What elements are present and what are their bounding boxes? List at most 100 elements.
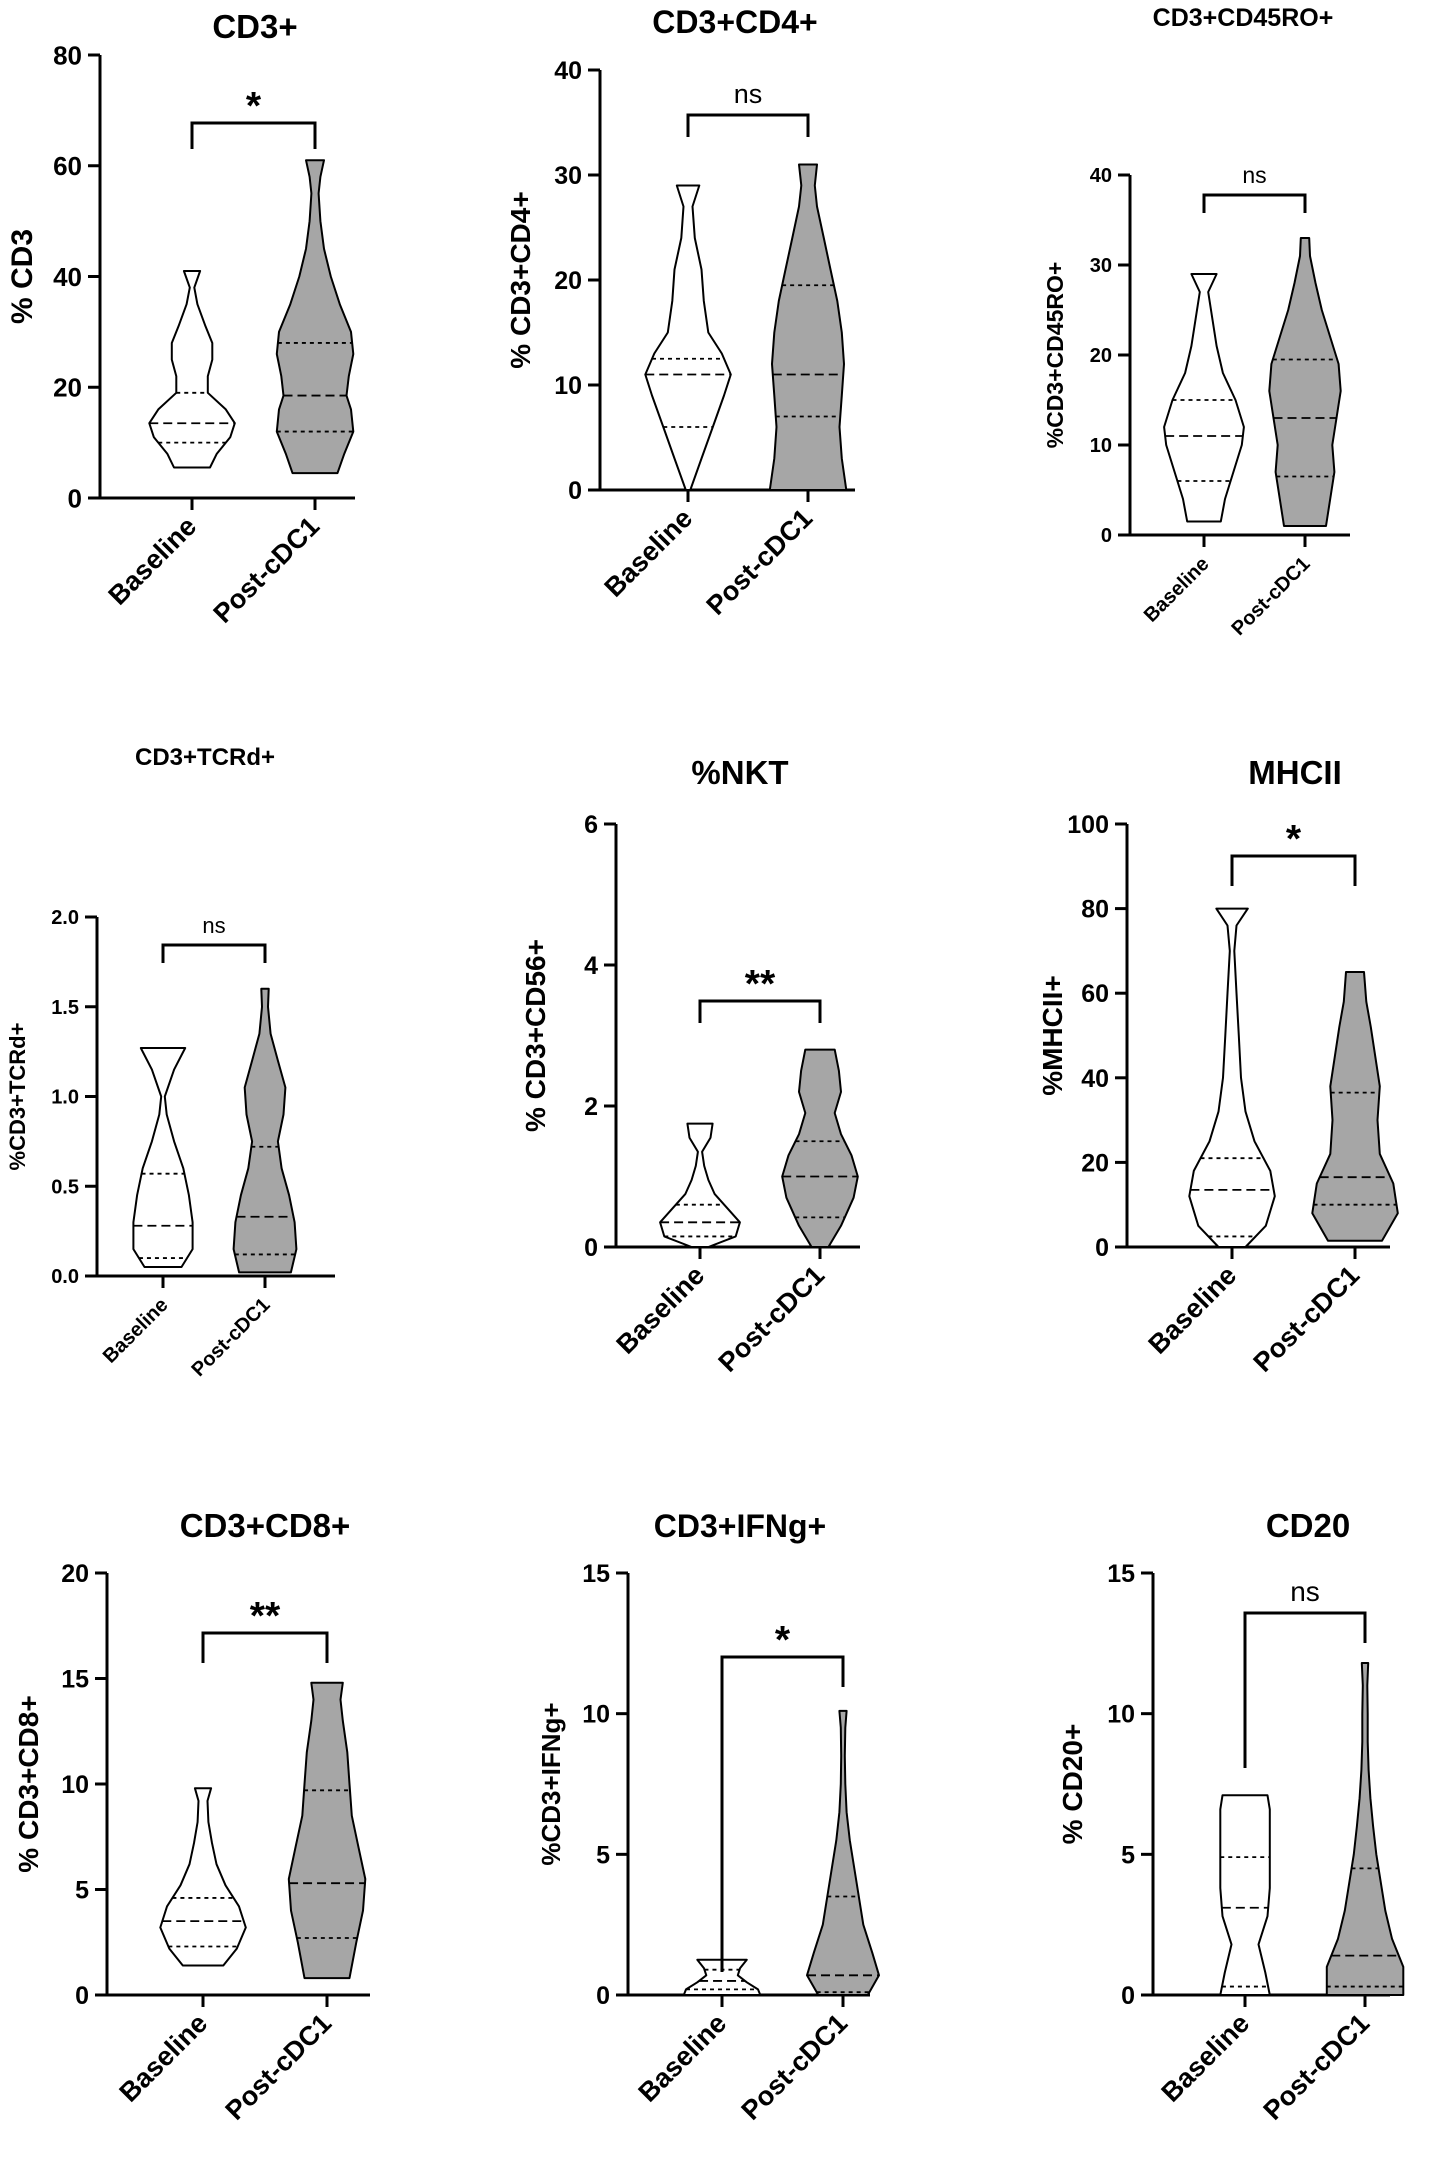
chart-panel: MHCII %MHCII+ 0 20 40 60 80 100 Baseline Post-cDC… — [1037, 754, 1399, 1378]
chart-title: CD3+IFNg+ — [654, 1508, 826, 1544]
significance-label: ** — [745, 963, 776, 1006]
x-tick-label: Post-cDC1 — [1247, 1260, 1365, 1378]
y-tick-label: 20 — [61, 1560, 89, 1588]
x-tick-label: Baseline — [610, 1260, 710, 1360]
y-axis-label: %CD3+IFNg+ — [536, 1702, 566, 1865]
violin-body — [1219, 1794, 1271, 1996]
y-tick-label: 10 — [1090, 435, 1112, 457]
x-tick-label: Post-cDC1 — [207, 511, 325, 629]
violin-body — [287, 1681, 367, 1980]
x-tick-label: Baseline — [1140, 553, 1214, 627]
significance-bracket — [201, 1631, 329, 1663]
significance-label: ns — [734, 79, 763, 109]
y-axis-label: %MHCII+ — [1037, 975, 1068, 1096]
significance-label: * — [246, 85, 262, 128]
y-tick-label: 20 — [53, 373, 82, 403]
y-tick-label: 40 — [1081, 1065, 1109, 1093]
y-tick-label: 30 — [554, 162, 582, 190]
chart-panel: %NKT % CD3+CD56+ 0 2 4 6 Baseline Post-cDC1 ** — [520, 754, 860, 1378]
y-tick-label: 20 — [554, 267, 582, 295]
significance-label: ** — [250, 1595, 281, 1638]
y-tick-label: 1.5 — [51, 997, 79, 1019]
y-tick-label: 2.0 — [51, 907, 79, 929]
y-tick-label: 60 — [1081, 980, 1109, 1008]
y-tick-label: 30 — [1090, 255, 1112, 277]
x-tick-label: Post-cDC1 — [735, 2008, 853, 2126]
violin-body — [659, 1122, 741, 1248]
y-tick-label: 15 — [1107, 1560, 1135, 1588]
y-axis-label: % CD20+ — [1057, 1724, 1088, 1845]
y-tick-label: 0 — [596, 1982, 610, 2010]
violin-body — [781, 1048, 859, 1248]
y-tick-label: 0.5 — [51, 1176, 79, 1198]
significance-bracket — [1202, 193, 1307, 213]
y-tick-label: 6 — [584, 811, 598, 839]
y-tick-label: 2 — [584, 1093, 598, 1121]
y-tick-label: 0 — [1095, 1234, 1109, 1262]
x-tick-label: Baseline — [632, 2008, 732, 2108]
y-tick-label: 0 — [584, 1234, 598, 1262]
violin-body — [768, 163, 848, 491]
chart-panel: CD3+CD45RO+ %CD3+CD45RO+ 0 10 20 30 40 Baseline… — [1042, 4, 1350, 640]
chart-panel: CD3+IFNg+ %CD3+IFNg+ 0 5 10 15 Baseline Post-cD… — [536, 1508, 880, 2126]
x-tick-label: Baseline — [1142, 1260, 1242, 1360]
significance-label: * — [775, 1619, 791, 1662]
chart-panel: CD3+ % CD3 0 20 40 60 80 Baseline Post-cDC1 * — [6, 8, 355, 629]
significance-bracket — [1243, 1611, 1367, 1768]
y-tick-label: 60 — [53, 151, 82, 181]
x-tick-label: Post-cDC1 — [1257, 2008, 1375, 2126]
y-tick-label: 5 — [596, 1841, 610, 1869]
significance-label: ns — [1290, 1576, 1320, 1607]
significance-label: ns — [1242, 162, 1266, 188]
significance-bracket — [161, 943, 267, 963]
y-tick-label: 0 — [1121, 1982, 1135, 2010]
y-tick-label: 100 — [1067, 811, 1109, 839]
y-axis-label: % CD3+CD8+ — [13, 1695, 44, 1872]
y-tick-label: 20 — [1081, 1149, 1109, 1177]
chart-panel: CD3+CD8+ % CD3+CD8+ 0 5 10 15 20 Baseline Post-c… — [13, 1507, 370, 2126]
chart-panel: CD3+TCRd+ %CD3+TCRd+ 0.0 0.5 1.0 1.5 2.0 Baseli… — [5, 744, 335, 1381]
x-tick-label: Baseline — [99, 1294, 173, 1368]
chart-title: CD3+CD45RO+ — [1153, 4, 1334, 32]
violin-body — [1163, 273, 1245, 523]
y-tick-label: 15 — [582, 1560, 610, 1588]
x-tick-label: Post-cDC1 — [712, 1260, 830, 1378]
chart-title: CD3+ — [212, 8, 297, 45]
chart-panel: CD3+CD4+ % CD3+CD4+ 0 10 20 30 40 Baseline Post-… — [505, 4, 855, 621]
chart-title: CD20 — [1266, 1507, 1350, 1544]
y-tick-label: 80 — [53, 40, 82, 70]
chart-title: CD3+CD8+ — [180, 1507, 351, 1544]
violin-body — [806, 1709, 880, 1996]
chart-title: CD3+CD4+ — [652, 4, 817, 40]
y-tick-label: 20 — [1090, 345, 1112, 367]
y-tick-label: 0 — [68, 483, 82, 513]
chart-panel: CD20 % CD20+ 0 5 10 15 Baseline Post-cDC1 ns — [1057, 1507, 1405, 2126]
significance-bracket — [698, 999, 822, 1023]
x-tick-label: Baseline — [598, 503, 698, 603]
y-tick-label: 0 — [568, 477, 582, 505]
significance-bracket — [720, 1655, 845, 1972]
violin-body — [275, 159, 355, 475]
x-tick-label: Baseline — [1155, 2008, 1255, 2108]
significance-label: * — [1286, 818, 1302, 861]
violin-body — [1268, 237, 1342, 527]
y-axis-label: % CD3+CD4+ — [505, 191, 536, 368]
violin-body — [1188, 907, 1276, 1248]
x-tick-label: Post-cDC1 — [219, 2008, 337, 2126]
y-tick-label: 80 — [1081, 896, 1109, 924]
violin-body — [148, 270, 236, 469]
y-tick-label: 0.0 — [51, 1266, 79, 1288]
significance-bracket — [190, 121, 317, 149]
y-axis-label: %CD3+CD45RO+ — [1042, 262, 1068, 449]
x-tick-label: Post-cDC1 — [1227, 553, 1314, 640]
x-tick-label: Baseline — [102, 511, 202, 611]
y-tick-label: 1.0 — [51, 1087, 79, 1109]
violin-body — [132, 1047, 194, 1268]
violin-body — [1311, 971, 1399, 1242]
y-tick-label: 40 — [1090, 165, 1112, 187]
significance-bracket — [686, 113, 810, 137]
y-tick-label: 10 — [1107, 1701, 1135, 1729]
y-axis-label: % CD3+CD56+ — [520, 939, 551, 1132]
y-tick-label: 15 — [61, 1666, 89, 1694]
